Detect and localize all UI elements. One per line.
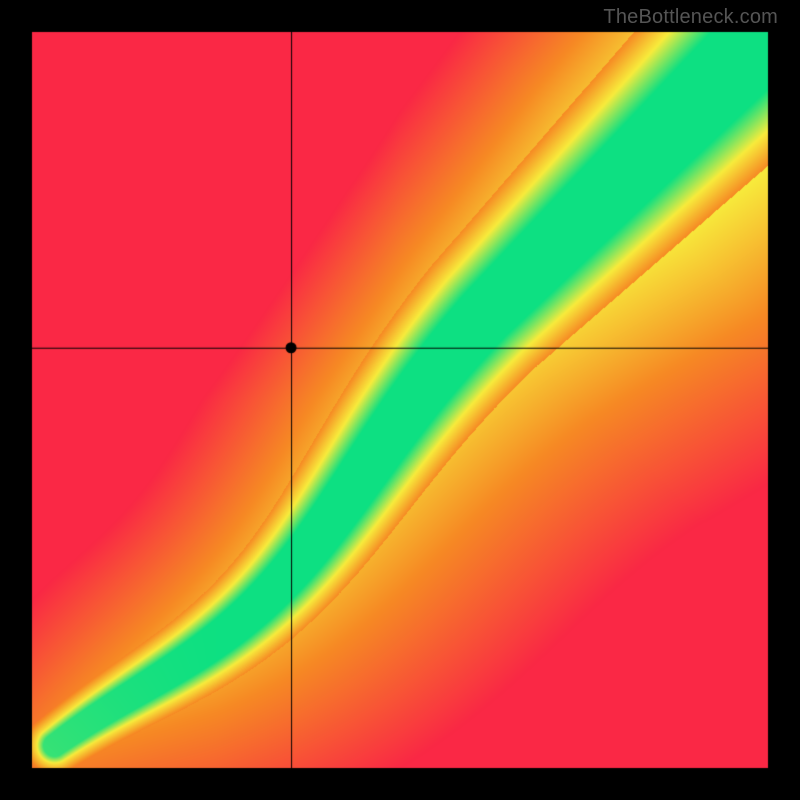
bottleneck-heatmap: [0, 0, 800, 800]
chart-container: TheBottleneck.com: [0, 0, 800, 800]
watermark-text: TheBottleneck.com: [603, 6, 778, 29]
